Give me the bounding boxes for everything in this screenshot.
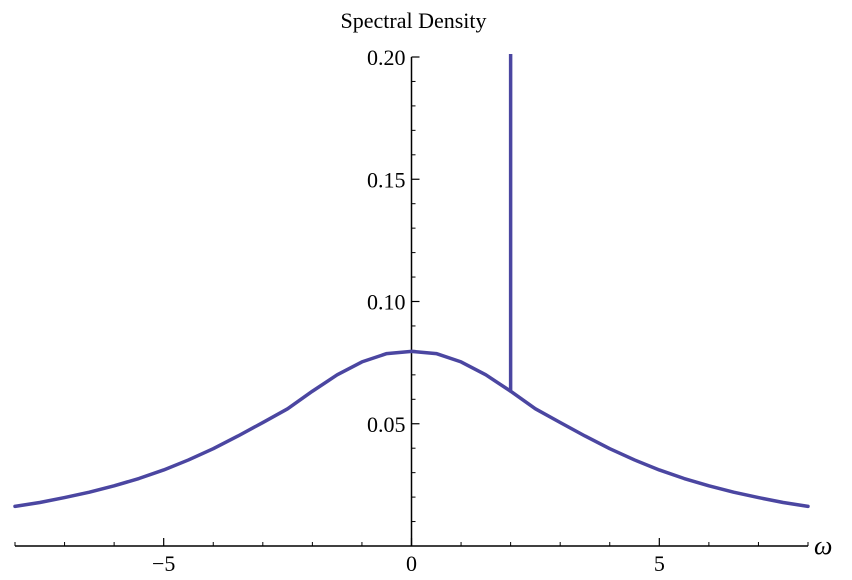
y-tick-label: 0.05	[367, 412, 406, 437]
x-tick-label: 5	[654, 551, 665, 576]
x-axis-title: ω	[814, 531, 832, 560]
x-tick-label: −5	[152, 551, 175, 576]
spectral-density-curve	[13, 349, 810, 509]
y-tick-label: 0.10	[367, 290, 406, 315]
y-axis-title: Spectral Density	[340, 8, 486, 33]
x-tick-label: 0	[406, 551, 417, 576]
x-ticks: −5 0 5	[152, 538, 665, 576]
y-ticks: 0.05 0.10 0.15 0.20	[367, 45, 420, 437]
y-tick-label: 0.15	[367, 167, 406, 192]
y-tick-label: 0.20	[367, 45, 406, 70]
